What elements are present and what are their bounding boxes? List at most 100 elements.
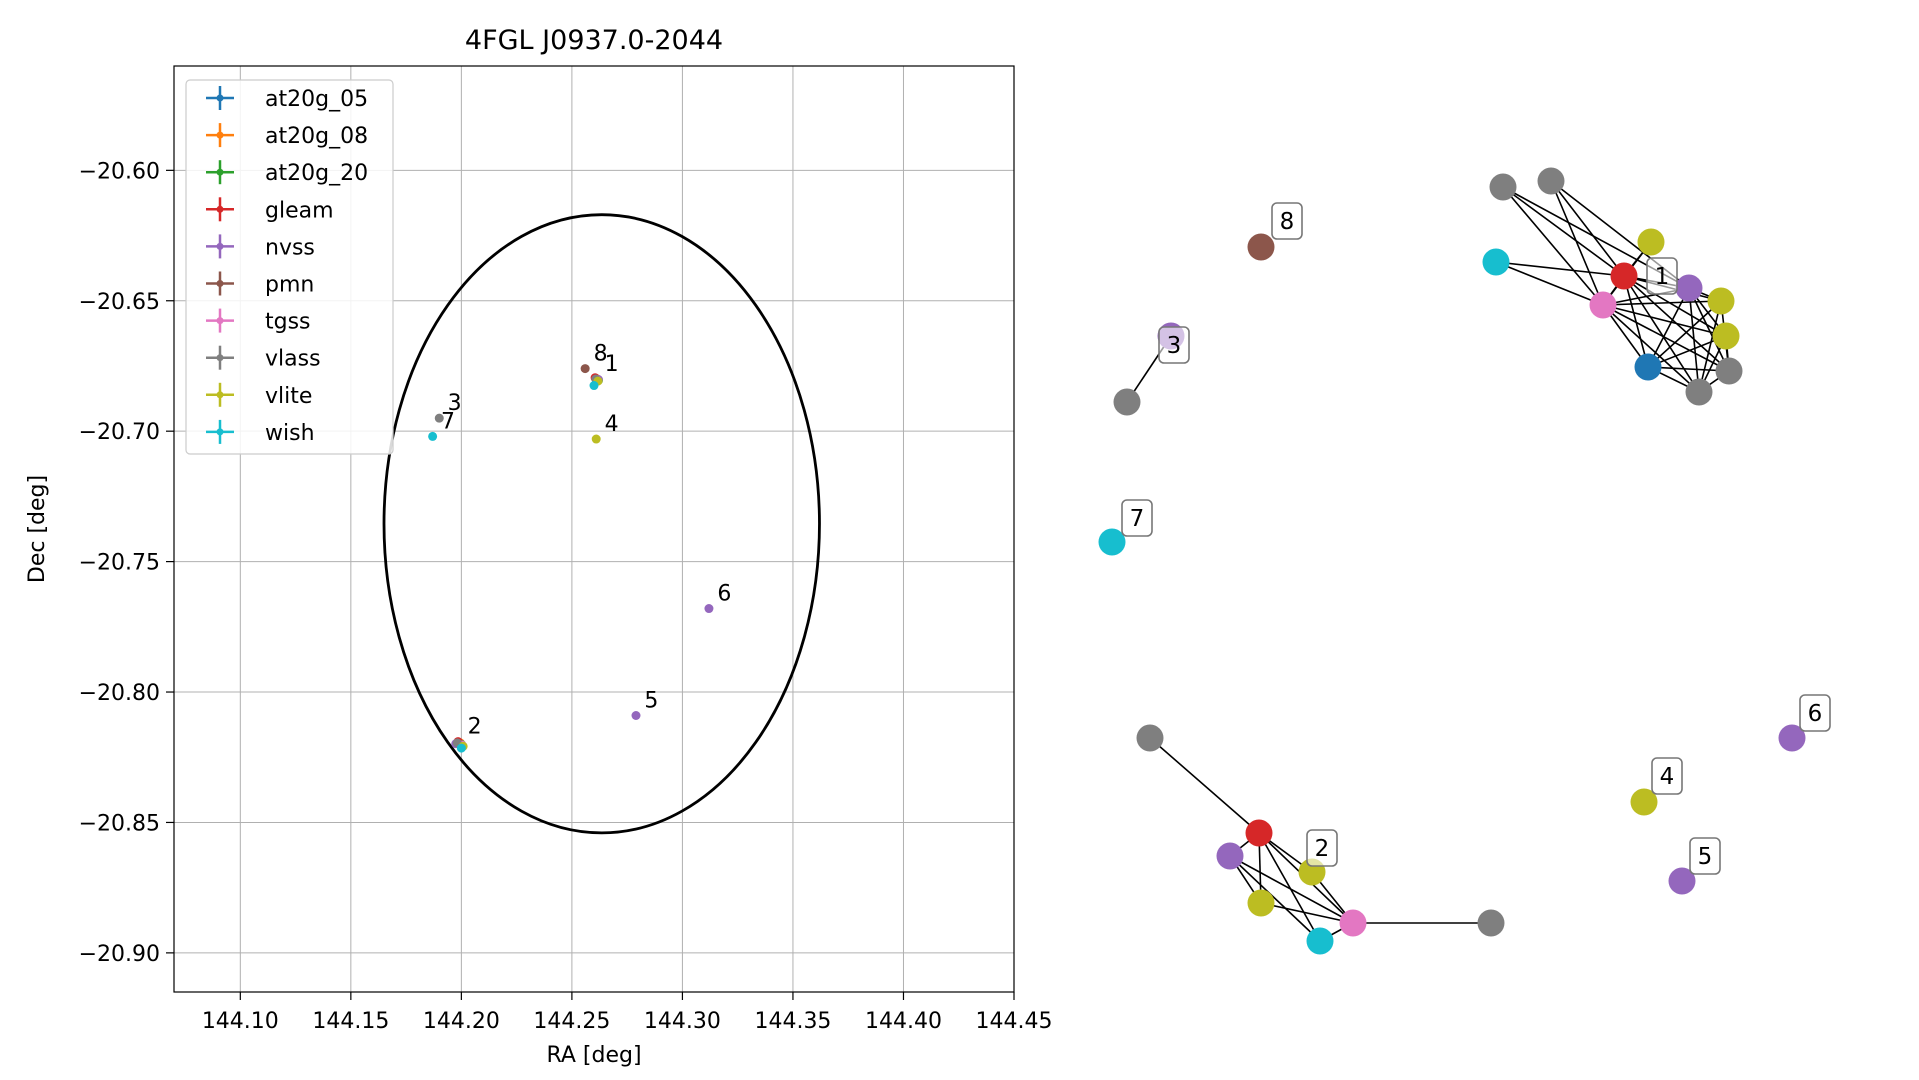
graph-nodes xyxy=(1098,167,1806,955)
graph-node xyxy=(1136,724,1164,752)
legend-marker-dot xyxy=(216,131,224,139)
chart-title: 4FGL J0937.0-2044 xyxy=(465,25,723,56)
legend-label: nvss xyxy=(265,235,315,260)
graph-edge xyxy=(1647,366,1730,372)
localization-ellipse xyxy=(382,213,821,835)
graph-node xyxy=(1630,788,1658,816)
graph-edge xyxy=(1647,300,1722,368)
legend-marker-dot xyxy=(216,242,224,250)
graph-edge xyxy=(1623,275,1727,337)
y-axis-label: Dec [deg] xyxy=(25,475,50,583)
source-points xyxy=(428,364,714,753)
graph-node xyxy=(1685,378,1713,406)
legend-marker-dot xyxy=(216,205,224,213)
graph-node xyxy=(1306,927,1334,955)
graph-label: 7 xyxy=(1130,506,1145,532)
graph-node xyxy=(1477,909,1505,937)
graph-label: 4 xyxy=(1660,764,1675,790)
point-annotation: 5 xyxy=(644,689,658,714)
graph-edge xyxy=(1698,300,1722,393)
error-ellipse xyxy=(382,213,821,835)
point-annotation: 3 xyxy=(448,391,462,416)
graph-node xyxy=(1098,528,1126,556)
graph-edges xyxy=(1126,180,1730,942)
y-tick-label: −20.60 xyxy=(79,159,160,184)
data-point-pmn xyxy=(580,364,590,374)
graph-node xyxy=(1668,867,1696,895)
graph-node xyxy=(1634,353,1662,381)
data-point-nvss xyxy=(631,711,641,721)
graph-node xyxy=(1715,357,1743,385)
data-point-wish xyxy=(456,743,466,753)
graph-node xyxy=(1637,228,1665,256)
legend-label: vlite xyxy=(265,384,312,409)
graph-edge xyxy=(1502,186,1604,306)
x-tick-label: 144.45 xyxy=(976,1009,1053,1034)
graph-node xyxy=(1675,274,1703,302)
data-point-wish xyxy=(589,381,599,391)
graph-label-box xyxy=(1689,837,1721,875)
point-annotation: 4 xyxy=(605,412,619,437)
graph-label: 2 xyxy=(1315,836,1330,862)
x-tick-label: 144.40 xyxy=(865,1009,942,1034)
graph-label-box xyxy=(1799,694,1831,732)
graph-label-box xyxy=(1306,829,1338,867)
x-tick-label: 144.25 xyxy=(533,1009,610,1034)
point-annotation: 8 xyxy=(594,342,608,367)
graph-label: 1 xyxy=(1655,264,1670,290)
axes-frame xyxy=(173,65,1015,993)
y-axis-ticks: −20.60 −20.65 −20.70 −20.75 −20.80 −20.85 −20.… xyxy=(79,159,174,967)
graph-node xyxy=(1589,291,1617,319)
graph-label: 6 xyxy=(1808,701,1823,727)
graph-edge xyxy=(1502,186,1625,277)
graph-edge xyxy=(1258,832,1321,942)
point-annotation: 7 xyxy=(441,409,455,434)
graph-edge xyxy=(1495,261,1625,277)
legend-label: vlass xyxy=(265,347,321,372)
graph-edge xyxy=(1229,855,1321,942)
legend-marker-dot xyxy=(216,428,224,436)
legend-marker-dot xyxy=(216,280,224,287)
graph-node xyxy=(1216,842,1244,870)
legend-marker-dot xyxy=(216,317,224,325)
graph-edge xyxy=(1688,287,1700,393)
legend-marker-dot xyxy=(216,391,224,399)
graph-label-box xyxy=(1646,257,1678,295)
graph-edge xyxy=(1602,304,1730,372)
x-tick-label: 144.10 xyxy=(202,1009,279,1034)
graph-edge xyxy=(1149,737,1260,834)
graph-node xyxy=(1482,248,1510,276)
y-tick-label: −20.65 xyxy=(79,290,160,315)
graph-edge xyxy=(1602,300,1722,306)
x-tick-label: 144.15 xyxy=(312,1009,389,1034)
graph-edge xyxy=(1688,287,1730,372)
point-annotation: 2 xyxy=(468,715,482,740)
legend-label: tgss xyxy=(265,310,311,335)
graph-edge xyxy=(1260,902,1354,924)
legend-marker-dot xyxy=(216,168,224,176)
legend-label: at20g_20 xyxy=(265,161,368,186)
legend-marker-dot xyxy=(216,354,224,362)
graph-label-box xyxy=(1121,499,1153,537)
x-axis-ticks: 144.10 144.15 144.20 144.25 144.30 144.35 144.… xyxy=(202,992,1053,1034)
x-axis-label: RA [deg] xyxy=(546,1043,641,1068)
data-point-vlass xyxy=(434,413,444,423)
graph-node xyxy=(1537,167,1565,195)
legend-label: wish xyxy=(265,421,315,446)
graph-label-box xyxy=(1271,202,1303,240)
graph-node xyxy=(1610,262,1638,290)
graph-edge xyxy=(1602,304,1700,393)
y-tick-label: −20.90 xyxy=(79,942,160,967)
graph-label: 3 xyxy=(1167,333,1182,359)
legend-label: at20g_08 xyxy=(265,124,368,149)
y-tick-label: −20.85 xyxy=(79,811,160,836)
legend-box xyxy=(185,79,394,455)
graph-edge xyxy=(1495,261,1604,306)
data-point-nvss xyxy=(704,604,714,614)
x-tick-label: 144.30 xyxy=(644,1009,721,1034)
graph-edge xyxy=(1550,180,1604,306)
graph-node xyxy=(1113,388,1141,416)
point-annotation: 6 xyxy=(717,582,731,607)
